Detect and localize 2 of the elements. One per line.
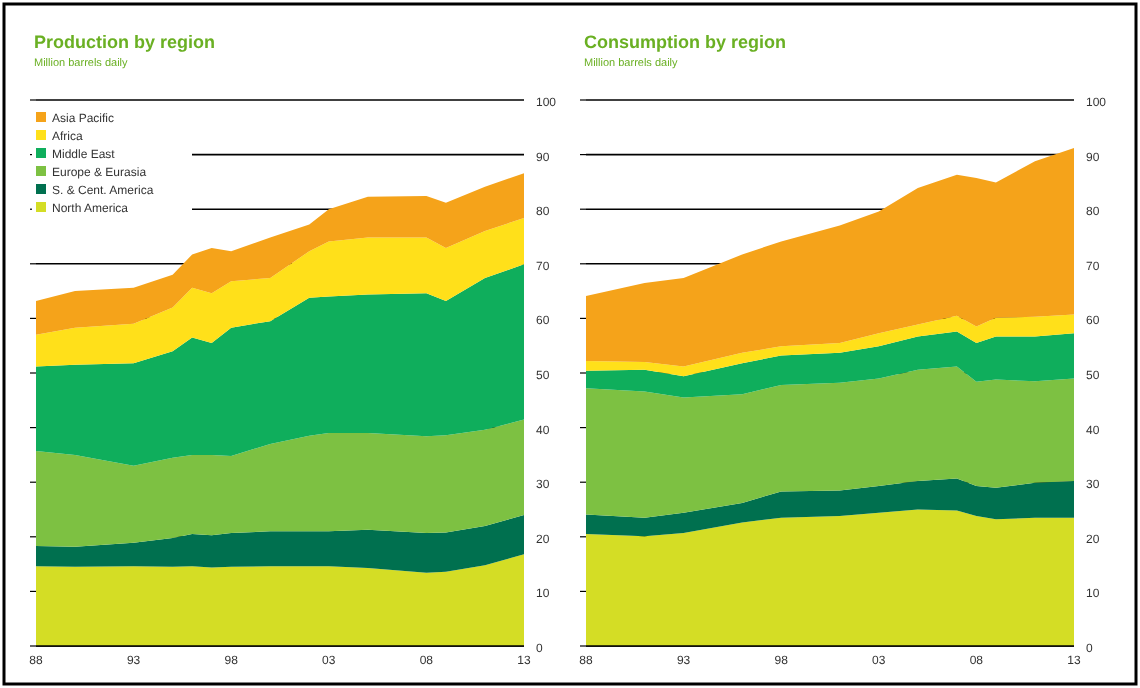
chart-title: Consumption by region: [584, 32, 786, 52]
chart-title: Production by region: [34, 32, 216, 52]
